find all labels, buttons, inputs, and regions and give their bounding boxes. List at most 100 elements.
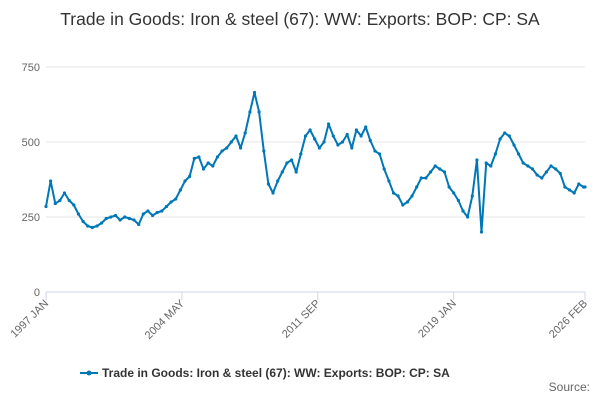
data-point[interactable]	[280, 170, 284, 174]
data-point[interactable]	[220, 149, 224, 153]
data-point[interactable]	[424, 176, 428, 180]
data-point[interactable]	[359, 134, 363, 138]
data-point[interactable]	[327, 122, 331, 126]
data-point[interactable]	[373, 149, 377, 153]
data-point[interactable]	[183, 179, 187, 183]
data-point[interactable]	[378, 152, 382, 156]
legend[interactable]: Trade in Goods: Iron & steel (67): WW: E…	[80, 366, 450, 380]
data-point[interactable]	[67, 198, 71, 203]
data-point[interactable]	[568, 188, 572, 192]
data-point[interactable]	[123, 215, 127, 219]
data-point[interactable]	[257, 110, 261, 114]
data-point[interactable]	[113, 213, 118, 218]
data-point[interactable]	[350, 146, 354, 150]
data-point[interactable]	[521, 161, 525, 165]
data-point[interactable]	[192, 156, 196, 161]
data-point[interactable]	[303, 134, 308, 138]
data-point[interactable]	[429, 170, 433, 174]
data-point[interactable]	[498, 137, 502, 141]
data-point[interactable]	[470, 194, 474, 198]
data-point[interactable]	[517, 152, 521, 156]
data-point[interactable]	[530, 167, 535, 171]
data-point[interactable]	[146, 209, 150, 213]
data-point[interactable]	[583, 185, 587, 189]
data-point[interactable]	[44, 204, 48, 209]
data-point[interactable]	[276, 179, 280, 183]
data-point[interactable]	[151, 213, 155, 218]
data-point[interactable]	[132, 218, 136, 222]
data-point[interactable]	[489, 164, 493, 168]
data-point[interactable]	[62, 191, 67, 195]
data-point[interactable]	[461, 209, 465, 213]
data-point[interactable]	[322, 140, 326, 144]
data-point[interactable]	[563, 185, 567, 189]
data-point[interactable]	[197, 155, 201, 159]
data-point[interactable]	[456, 198, 460, 203]
data-point[interactable]	[262, 149, 266, 153]
data-point[interactable]	[243, 131, 247, 135]
data-point[interactable]	[340, 140, 345, 144]
data-point[interactable]	[475, 158, 479, 162]
data-point[interactable]	[252, 90, 257, 95]
data-point[interactable]	[452, 191, 456, 195]
data-point[interactable]	[169, 200, 173, 204]
data-point[interactable]	[368, 138, 372, 143]
data-point[interactable]	[391, 191, 396, 195]
data-point[interactable]	[419, 176, 423, 180]
data-point[interactable]	[229, 140, 233, 144]
data-point[interactable]	[507, 134, 511, 138]
data-point[interactable]	[433, 164, 437, 168]
data-point[interactable]	[544, 170, 549, 174]
data-point[interactable]	[294, 170, 298, 174]
data-point[interactable]	[331, 134, 335, 138]
data-point[interactable]	[201, 167, 206, 171]
data-point[interactable]	[317, 146, 321, 150]
data-point[interactable]	[174, 197, 178, 201]
data-point[interactable]	[86, 224, 90, 228]
data-point[interactable]	[396, 194, 400, 198]
data-point[interactable]	[266, 182, 270, 186]
data-point[interactable]	[90, 225, 94, 230]
data-point[interactable]	[466, 215, 470, 219]
data-point[interactable]	[336, 143, 340, 147]
data-point[interactable]	[127, 216, 131, 221]
data-point[interactable]	[484, 161, 488, 165]
data-point[interactable]	[72, 203, 76, 207]
data-point[interactable]	[178, 188, 182, 192]
data-point[interactable]	[285, 161, 289, 165]
data-point[interactable]	[447, 185, 451, 189]
data-point[interactable]	[387, 179, 391, 183]
data-point[interactable]	[479, 230, 484, 234]
data-point[interactable]	[234, 134, 238, 138]
data-point[interactable]	[526, 164, 530, 168]
data-point[interactable]	[535, 173, 539, 177]
data-point[interactable]	[313, 137, 317, 141]
data-point[interactable]	[382, 167, 386, 171]
data-point[interactable]	[53, 201, 57, 206]
data-point[interactable]	[206, 161, 210, 165]
data-point[interactable]	[577, 182, 581, 186]
data-point[interactable]	[512, 143, 516, 147]
data-point[interactable]	[109, 215, 113, 219]
data-point[interactable]	[118, 218, 122, 222]
data-point[interactable]	[95, 224, 99, 228]
data-point[interactable]	[299, 152, 303, 156]
data-point[interactable]	[549, 164, 553, 168]
data-point[interactable]	[76, 212, 80, 216]
data-point[interactable]	[493, 152, 497, 156]
data-point[interactable]	[239, 146, 243, 150]
data-point[interactable]	[410, 194, 414, 198]
data-point[interactable]	[415, 185, 419, 189]
data-point[interactable]	[554, 167, 558, 171]
data-point[interactable]	[248, 110, 252, 114]
data-point[interactable]	[104, 216, 108, 221]
data-point[interactable]	[503, 131, 507, 135]
data-point[interactable]	[345, 132, 349, 137]
data-point[interactable]	[100, 221, 104, 225]
data-point[interactable]	[540, 176, 544, 180]
data-point[interactable]	[211, 164, 215, 168]
data-point[interactable]	[215, 155, 219, 159]
data-point[interactable]	[141, 212, 145, 216]
data-point[interactable]	[49, 179, 53, 183]
data-point[interactable]	[290, 158, 294, 162]
